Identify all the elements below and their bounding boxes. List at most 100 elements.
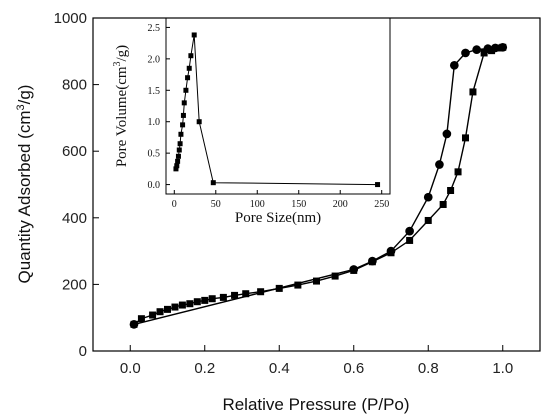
main-square-point — [406, 236, 414, 244]
main-square-point — [201, 296, 209, 304]
inset-square-point — [180, 122, 186, 128]
inset-y-axis-title-part1: Pore Volume(cm — [114, 66, 130, 167]
main-y-axis-title-part2: /g) — [15, 85, 34, 105]
inset-square-point — [178, 131, 184, 137]
main-square-point — [294, 281, 302, 289]
main-square-point — [156, 308, 164, 316]
main-square-point — [331, 272, 339, 280]
inset-y-tick-label: 2.0 — [148, 54, 161, 65]
main-square-point — [462, 134, 469, 142]
main-y-tick-label: 400 — [62, 210, 87, 227]
main-square-point — [219, 293, 227, 301]
main-square-point — [313, 277, 320, 285]
inset-square-point — [210, 180, 216, 186]
inset-x-axis: 0 50 100 150 200 250 — [172, 190, 389, 210]
inset-square-point — [186, 65, 192, 71]
inset-square-point — [175, 153, 181, 159]
main-circle-point — [423, 192, 433, 202]
inset-chart: 0 50 100 150 200 250 0.0 0.5 1.0 1.5 2.0 2.5 Pore … — [112, 17, 391, 226]
main-square-point — [424, 216, 432, 224]
main-circle-point — [498, 42, 508, 52]
inset-square-point — [191, 32, 197, 38]
main-square-point — [257, 288, 265, 296]
main-y-axis-title: Quantity Adsorbed (cm3/g) — [15, 85, 34, 284]
main-x-tick-label: 0.6 — [343, 360, 364, 377]
main-x-tick-label: 0.0 — [120, 360, 141, 377]
inset-y-tick-label: 1.0 — [148, 117, 161, 128]
inset-series-group — [173, 32, 381, 188]
main-y-axis: 0 200 400 600 800 1000 — [54, 10, 99, 360]
main-y-tick-label: 0 — [79, 343, 87, 360]
main-square-point — [193, 298, 201, 306]
inset-y-tick-label: 0.0 — [148, 180, 161, 191]
main-y-axis-title-superscript: 3 — [15, 104, 27, 110]
inset-square-point — [183, 87, 189, 93]
main-circle-point — [129, 320, 139, 329]
main-y-tick-label: 200 — [62, 276, 87, 293]
inset-series-line-square — [175, 34, 378, 186]
main-y-tick-label: 600 — [62, 143, 87, 160]
main-square-point — [208, 295, 216, 303]
inset-y-axis-title-part2: /g) — [114, 45, 130, 62]
inset-y-tick-label: 0.5 — [148, 149, 161, 160]
main-series-group — [129, 42, 508, 329]
main-circle-point — [472, 45, 482, 54]
main-plot-frame — [92, 17, 541, 352]
inset-x-tick-label: 150 — [291, 199, 306, 210]
main-y-axis-title-part1: Quantity Adsorbed (cm — [15, 111, 34, 284]
main-square-point — [186, 300, 194, 308]
inset-x-tick-label: 100 — [250, 199, 265, 210]
inset-square-point — [176, 147, 182, 153]
main-square-point — [447, 186, 455, 194]
inset-square-point — [375, 182, 381, 188]
main-x-tick-label: 0.8 — [418, 360, 439, 377]
inset-x-tick-label: 250 — [374, 199, 389, 210]
main-x-axis-title: Relative Pressure (P/Po) — [222, 395, 409, 414]
inset-x-axis-title: Pore Size(nm) — [235, 210, 321, 226]
main-square-point — [469, 88, 477, 96]
main-circle-point — [386, 246, 396, 256]
inset-y-axis: 0.0 0.5 1.0 1.5 2.0 2.5 — [148, 23, 170, 191]
main-square-point — [137, 315, 145, 323]
main-x-tick-label: 0.4 — [269, 360, 290, 377]
main-y-tick-label: 1000 — [54, 10, 87, 27]
inset-square-point — [175, 158, 181, 164]
main-circle-point — [490, 43, 500, 53]
main-circle-point — [483, 44, 493, 53]
main-circle-point — [368, 256, 377, 266]
main-circle-point — [449, 60, 459, 70]
main-circle-point — [442, 129, 452, 139]
main-square-point — [164, 305, 171, 313]
inset-square-point — [196, 119, 202, 125]
main-circle-point — [405, 226, 414, 236]
main-circle-point — [349, 265, 359, 274]
main-circle-point — [435, 160, 444, 169]
main-circle-point — [461, 48, 470, 58]
main-square-point — [231, 291, 239, 299]
inset-square-point — [185, 75, 191, 81]
inset-square-point — [177, 141, 183, 147]
main-square-point — [439, 200, 447, 208]
main-x-axis: 0.0 0.2 0.4 0.6 0.8 1.0 — [120, 345, 513, 377]
main-square-point — [242, 290, 250, 298]
inset-square-point — [181, 100, 187, 106]
main-y-tick-label: 800 — [62, 77, 87, 94]
inset-x-tick-label: 200 — [333, 199, 348, 210]
inset-x-tick-label: 50 — [211, 199, 221, 210]
main-square-point — [178, 301, 186, 309]
inset-square-point — [174, 163, 180, 169]
inset-y-axis-title: Pore Volume(cm3/g) — [112, 45, 130, 167]
main-x-tick-label: 1.0 — [492, 360, 513, 377]
inset-y-tick-label: 2.5 — [148, 23, 161, 34]
main-x-tick-label: 0.2 — [194, 360, 215, 377]
inset-y-tick-label: 1.5 — [148, 86, 161, 97]
inset-x-tick-label: 0 — [172, 199, 177, 210]
inset-square-point — [180, 112, 186, 118]
main-square-point — [454, 168, 462, 176]
main-square-point — [149, 311, 157, 319]
main-square-point — [480, 49, 488, 57]
inset-square-point — [188, 53, 194, 59]
main-square-point — [171, 303, 179, 311]
